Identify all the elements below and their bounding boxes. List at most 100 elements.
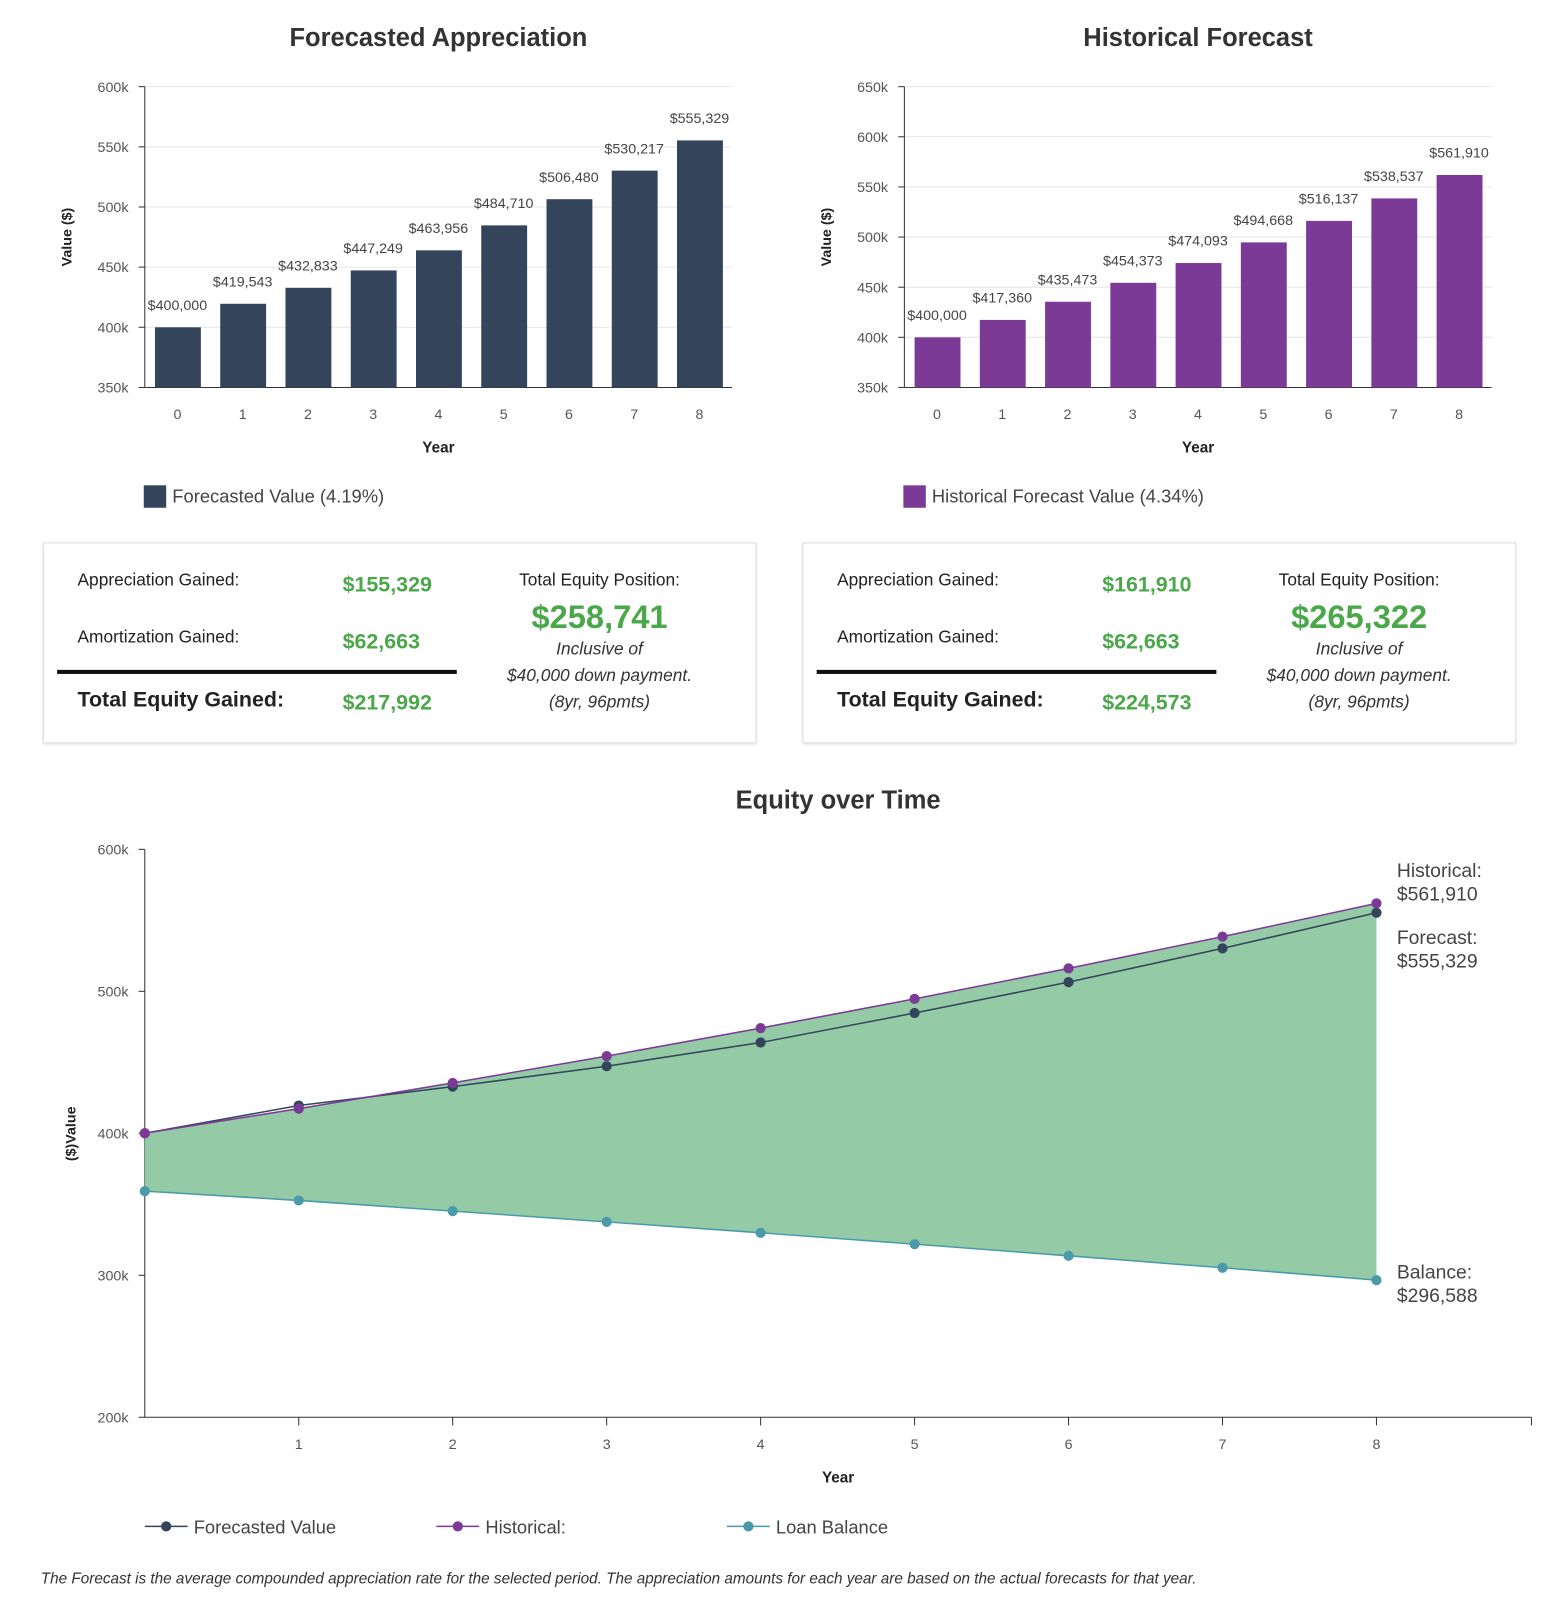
- y-tick-label: 600k: [857, 130, 889, 146]
- equity-position-value: $258,741: [531, 598, 668, 636]
- amortization-value: $62,663: [1102, 630, 1180, 654]
- end-label: Historical:: [1397, 860, 1482, 882]
- x-tick-label: 4: [434, 407, 442, 423]
- data-point: [1217, 931, 1228, 942]
- legend-label: Forecasted Value (4.19%): [172, 485, 385, 507]
- x-tick-label: 3: [1129, 407, 1137, 423]
- y-tick-label: 550k: [98, 140, 130, 156]
- x-tick-label: 8: [1455, 407, 1463, 423]
- data-point: [755, 1227, 766, 1238]
- note: Inclusive of: [556, 639, 643, 659]
- data-point: [601, 1050, 612, 1062]
- x-tick-label: 0: [933, 407, 941, 423]
- y-axis-label: Value ($): [819, 207, 835, 266]
- legend-swatch: [143, 485, 167, 508]
- y-tick-label: 500k: [857, 230, 889, 246]
- end-label-value: $561,910: [1397, 883, 1478, 905]
- y-tick-label: 300k: [98, 1268, 130, 1284]
- y-axis-label: Value ($): [59, 207, 75, 266]
- x-tick-label: 8: [695, 407, 703, 423]
- y-tick-label: 350k: [857, 381, 889, 397]
- data-label: $435,473: [1038, 272, 1098, 288]
- equity-position-label: Total Equity Position:: [519, 569, 680, 590]
- x-tick-label: 7: [630, 407, 638, 423]
- data-label: $447,249: [343, 241, 403, 257]
- data-point: [293, 1195, 304, 1206]
- amortization-label: Amortization Gained:: [837, 627, 999, 647]
- data-point: [601, 1216, 612, 1227]
- data-label: $494,668: [1234, 213, 1294, 229]
- legend-marker: [452, 1521, 463, 1532]
- data-point: [755, 1037, 766, 1048]
- equity-position-value: $265,322: [1291, 598, 1428, 636]
- legend-label: Forecasted Value: [194, 1516, 336, 1537]
- bar: [546, 199, 593, 388]
- legend-historical[interactable]: Historical Forecast Value (4.34%): [903, 485, 1204, 508]
- y-tick-label: 450k: [857, 280, 889, 296]
- appreciation-label: Appreciation Gained:: [77, 569, 240, 590]
- data-label: $463,956: [409, 221, 469, 237]
- y-tick-label: 200k: [98, 1410, 130, 1426]
- x-tick-label: 5: [500, 407, 508, 423]
- bar: [154, 327, 201, 388]
- data-label: $432,833: [278, 258, 338, 274]
- x-tick-label: 2: [304, 407, 312, 423]
- bar: [1110, 282, 1157, 388]
- bar: [1371, 198, 1418, 388]
- chart-title: Equity over Time: [736, 787, 941, 815]
- data-label: $516,137: [1299, 192, 1359, 208]
- bar: [1240, 242, 1287, 388]
- data-point: [755, 1022, 766, 1034]
- y-tick-label: 400k: [98, 1126, 130, 1142]
- legend-swatch: [903, 485, 926, 508]
- divider: [816, 669, 1217, 674]
- x-tick-label: 6: [565, 407, 573, 423]
- y-axis-label: ($)Value: [63, 1106, 79, 1161]
- y-tick-label: 350k: [98, 381, 130, 397]
- bar: [979, 319, 1026, 388]
- x-tick-label: 2: [449, 1437, 457, 1453]
- total-equity-label: Total Equity Gained:: [837, 688, 1044, 712]
- appreciation-label: Appreciation Gained:: [837, 569, 999, 590]
- data-point: [1063, 977, 1074, 988]
- data-point: [447, 1205, 458, 1217]
- x-tick-label: 4: [1194, 407, 1202, 423]
- bar: [220, 303, 267, 388]
- data-point: [139, 1186, 150, 1197]
- x-axis-label: Year: [1182, 440, 1214, 457]
- note: (8yr, 96pmts): [548, 692, 651, 712]
- bar: [1436, 174, 1483, 388]
- y-tick-label: 500k: [98, 200, 130, 216]
- x-tick-label: 1: [998, 407, 1006, 423]
- x-tick-label: 1: [239, 407, 247, 423]
- total-equity-value: $217,992: [342, 691, 432, 715]
- total-equity-value: $224,573: [1102, 691, 1192, 715]
- legend-label: Historical:: [485, 1516, 566, 1537]
- y-tick-label: 600k: [98, 842, 130, 858]
- x-tick-label: 8: [1372, 1437, 1380, 1453]
- data-point: [1371, 907, 1382, 918]
- bar: [611, 170, 658, 388]
- amortization-label: Amortization Gained:: [77, 627, 240, 647]
- equity-summary-forecast: Appreciation Gained: $155,329 Amortizati…: [42, 542, 757, 744]
- bar: [1175, 263, 1222, 388]
- bar: [415, 250, 462, 388]
- legend-marker: [161, 1521, 172, 1532]
- note: $40,000 down payment.: [1266, 665, 1452, 686]
- legend-label: Loan Balance: [776, 1516, 888, 1537]
- data-point: [293, 1103, 304, 1114]
- appreciation-value: $161,910: [1102, 573, 1192, 597]
- data-label: $538,537: [1364, 169, 1424, 185]
- data-point: [447, 1077, 458, 1089]
- data-label: $454,373: [1103, 253, 1163, 269]
- legend-forecasted[interactable]: Forecasted Value (4.19%): [143, 485, 385, 508]
- end-label-value: $296,588: [1397, 1285, 1478, 1307]
- x-tick-label: 7: [1219, 1437, 1227, 1453]
- end-label: Forecast:: [1397, 927, 1478, 949]
- x-tick-label: 7: [1390, 407, 1398, 423]
- x-axis-label: Year: [822, 1469, 854, 1486]
- y-tick-label: 550k: [857, 180, 889, 196]
- data-point: [139, 1128, 150, 1139]
- data-point: [909, 1239, 920, 1250]
